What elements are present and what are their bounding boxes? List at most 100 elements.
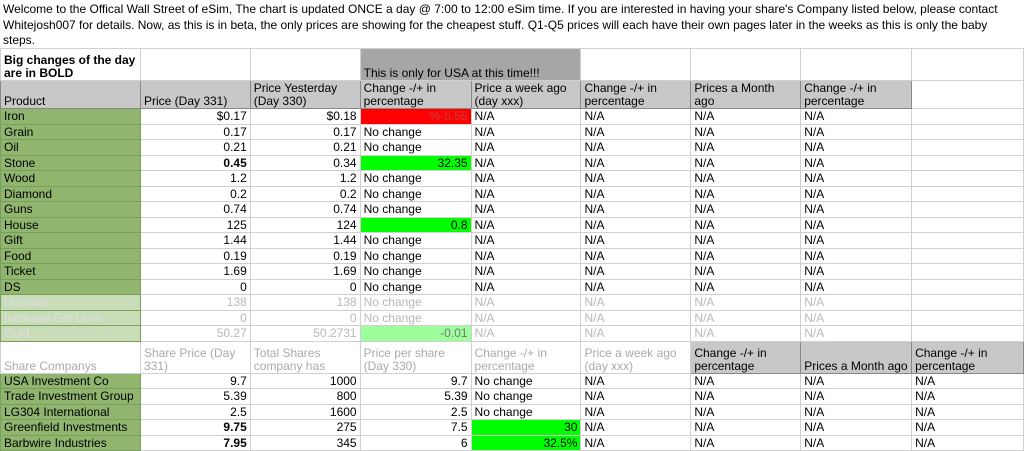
change-percent[interactable]: 30 — [470, 419, 582, 436]
empty-cell[interactable] — [911, 216, 1024, 233]
price-yesterday[interactable]: 0.17 — [249, 123, 361, 140]
change-week[interactable]: N/A — [690, 403, 802, 420]
change-week[interactable]: N/A — [580, 139, 692, 156]
change-month[interactable]: N/A — [800, 170, 913, 187]
empty-cell[interactable] — [911, 185, 1024, 202]
empty-cell[interactable] — [911, 48, 1024, 81]
empty-cell[interactable] — [911, 278, 1024, 295]
change-week[interactable]: N/A — [690, 372, 802, 389]
price-week-ago[interactable]: N/A — [470, 232, 582, 249]
price-week-ago[interactable]: N/A — [470, 154, 582, 171]
product-name[interactable]: Gold — [0, 325, 141, 342]
price-yesterday[interactable]: 0.74 — [249, 201, 361, 218]
product-name[interactable]: Grain — [0, 123, 141, 140]
product-name[interactable]: Guns — [0, 201, 141, 218]
price-month-ago[interactable]: N/A — [690, 232, 802, 249]
price-today[interactable]: 0.17 — [139, 123, 251, 140]
price-week-ago[interactable]: N/A — [470, 325, 582, 342]
product-name[interactable]: Iron — [0, 108, 141, 125]
empty-cell[interactable] — [690, 48, 802, 81]
empty-cell[interactable] — [911, 170, 1024, 187]
price-month-ago[interactable]: N/A — [690, 247, 802, 264]
product-name[interactable]: Wood — [0, 170, 141, 187]
price-today[interactable]: 0 — [139, 278, 251, 295]
change-month[interactable]: N/A — [800, 325, 913, 342]
price-month-ago[interactable]: N/A — [800, 419, 913, 436]
change-week[interactable]: N/A — [580, 232, 692, 249]
company-name[interactable]: Greenfield Investments — [0, 419, 141, 436]
product-name[interactable]: Hospital — [0, 294, 141, 311]
change-month[interactable]: N/A — [911, 403, 1024, 420]
price-yesterday[interactable]: 1.2 — [249, 170, 361, 187]
price-week-ago[interactable]: N/A — [580, 388, 692, 405]
change-month[interactable]: N/A — [800, 201, 913, 218]
price-per-share[interactable]: 2.5 — [359, 403, 472, 420]
empty-cell[interactable] — [911, 123, 1024, 140]
product-name[interactable]: Stone — [0, 154, 141, 171]
price-week-ago[interactable]: N/A — [470, 247, 582, 264]
change-percent[interactable]: No change — [359, 247, 472, 264]
change-month[interactable]: N/A — [800, 185, 913, 202]
change-percent[interactable]: No change — [359, 123, 472, 140]
change-percent[interactable]: No change — [470, 372, 582, 389]
product-name[interactable]: Diamond — [0, 185, 141, 202]
change-week[interactable]: N/A — [580, 201, 692, 218]
total-shares[interactable]: 345 — [249, 434, 361, 451]
price-today[interactable]: 1.2 — [139, 170, 251, 187]
price-month-ago[interactable]: N/A — [690, 309, 802, 326]
price-month-ago[interactable]: N/A — [690, 139, 802, 156]
change-week[interactable]: N/A — [580, 108, 692, 125]
change-week[interactable]: N/A — [690, 434, 802, 451]
change-month[interactable]: N/A — [800, 263, 913, 280]
company-name[interactable]: LG304 International — [0, 403, 141, 420]
product-name[interactable]: Gift — [0, 232, 141, 249]
price-week-ago[interactable]: N/A — [470, 139, 582, 156]
change-percent[interactable]: No change — [359, 263, 472, 280]
price-today[interactable]: 0.45 — [139, 154, 251, 171]
empty-cell[interactable] — [911, 154, 1024, 171]
empty-cell[interactable] — [249, 48, 361, 81]
price-today[interactable]: $0.17 — [139, 108, 251, 125]
price-month-ago[interactable]: N/A — [690, 216, 802, 233]
product-name[interactable]: House — [0, 216, 141, 233]
change-month[interactable]: N/A — [911, 419, 1024, 436]
share-price[interactable]: 7.95 — [139, 434, 251, 451]
total-shares[interactable]: 1600 — [249, 403, 361, 420]
change-percent[interactable]: No change — [359, 232, 472, 249]
price-week-ago[interactable]: N/A — [470, 294, 582, 311]
price-yesterday[interactable]: 0.19 — [249, 247, 361, 264]
price-month-ago[interactable]: N/A — [690, 278, 802, 295]
share-price[interactable]: 2.5 — [139, 403, 251, 420]
price-week-ago[interactable]: N/A — [470, 278, 582, 295]
change-week[interactable]: N/A — [580, 309, 692, 326]
change-week[interactable]: N/A — [580, 263, 692, 280]
change-percent[interactable]: No change — [470, 388, 582, 405]
price-week-ago[interactable]: N/A — [470, 108, 582, 125]
price-month-ago[interactable]: N/A — [690, 294, 802, 311]
price-week-ago[interactable]: N/A — [470, 216, 582, 233]
change-week[interactable]: N/A — [580, 123, 692, 140]
price-today[interactable]: 0.21 — [139, 139, 251, 156]
price-week-ago[interactable]: N/A — [580, 434, 692, 451]
price-today[interactable]: 0 — [139, 309, 251, 326]
change-month[interactable]: N/A — [800, 154, 913, 171]
empty-cell[interactable] — [911, 108, 1024, 125]
change-week[interactable]: N/A — [580, 154, 692, 171]
change-percent[interactable]: No change — [359, 185, 472, 202]
price-per-share[interactable]: 5.39 — [359, 388, 472, 405]
price-month-ago[interactable]: N/A — [690, 263, 802, 280]
price-week-ago[interactable]: N/A — [470, 263, 582, 280]
change-percent[interactable]: No change — [359, 139, 472, 156]
change-month[interactable]: N/A — [800, 309, 913, 326]
price-yesterday[interactable]: 1.44 — [249, 232, 361, 249]
price-today[interactable]: 0.2 — [139, 185, 251, 202]
price-month-ago[interactable]: N/A — [800, 372, 913, 389]
price-today[interactable]: 0.74 — [139, 201, 251, 218]
empty-cell[interactable] — [911, 201, 1024, 218]
price-today[interactable]: 0.19 — [139, 247, 251, 264]
change-month[interactable]: N/A — [800, 216, 913, 233]
change-percent[interactable]: 32.35 — [359, 154, 472, 171]
price-month-ago[interactable]: N/A — [690, 201, 802, 218]
price-per-share[interactable]: 6 — [359, 434, 472, 451]
empty-cell[interactable] — [911, 247, 1024, 264]
